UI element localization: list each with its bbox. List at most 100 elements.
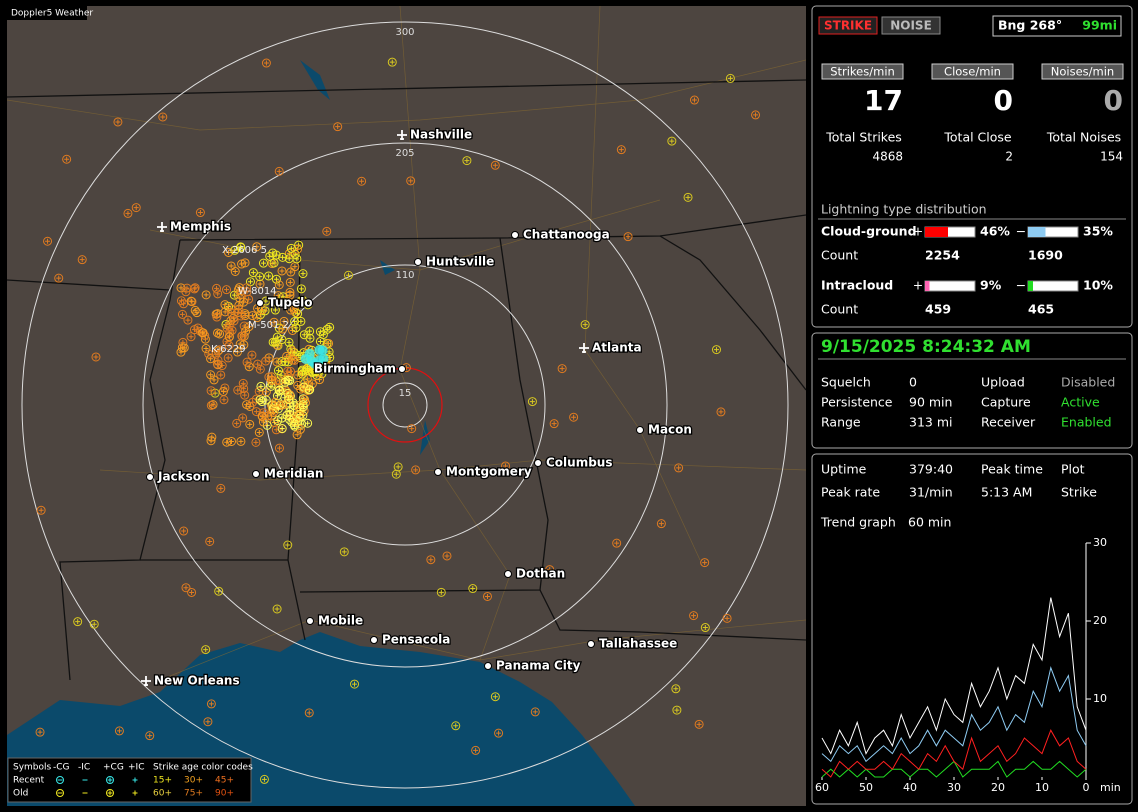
strike-symbol (233, 285, 243, 295)
stat: Plot (1061, 462, 1085, 477)
strike-symbol (257, 412, 267, 422)
bar-fill (1028, 227, 1046, 237)
strike-symbol (234, 283, 244, 293)
strike-symbol (253, 409, 259, 415)
strike-symbol (272, 399, 278, 405)
strike-symbol (278, 252, 288, 262)
strike-symbol (45, 238, 51, 244)
strike-symbol (201, 290, 211, 300)
strike-symbol (436, 587, 446, 597)
x-tick-label: 60 (815, 781, 829, 794)
strike-symbol (160, 114, 166, 120)
strike-symbol (243, 328, 249, 334)
strike-symbol (38, 507, 44, 513)
legend-symbol (106, 776, 114, 784)
strike-symbol (259, 774, 269, 784)
strike-symbol (352, 681, 358, 687)
strike-symbol (387, 57, 397, 67)
strike-symbol (286, 256, 292, 262)
strike-symbol (298, 286, 304, 292)
strike-symbol (212, 359, 222, 369)
city-dot (414, 258, 422, 266)
legend-symbol (56, 776, 64, 784)
x-unit: min (1100, 781, 1121, 794)
strike-symbol (233, 385, 243, 395)
strike-symbol (273, 299, 279, 305)
strike-symbol (304, 708, 314, 718)
city-label: Chattanooga (523, 228, 610, 242)
strike-symbol (217, 331, 223, 337)
y-tick-label: 10 (1093, 692, 1107, 705)
strike-symbol (616, 145, 626, 155)
strike-symbol (242, 287, 252, 297)
strike-symbol (203, 717, 213, 727)
strike-symbol (264, 353, 274, 363)
strike-symbol (276, 168, 282, 174)
strike-symbol (614, 540, 620, 546)
setting: Capture (981, 395, 1031, 410)
strike-symbol (189, 299, 195, 305)
city-label: Tupelo (268, 296, 313, 310)
strike-symbol (62, 154, 72, 164)
strike-symbol (275, 385, 285, 395)
strike-symbol (158, 112, 168, 122)
trend-line (821, 666, 1087, 763)
strike-symbol (359, 178, 365, 184)
city-dot (504, 570, 512, 578)
city-dot (434, 468, 442, 476)
legend-type: -IC (78, 763, 90, 773)
mode-label[interactable]: STRIKE (824, 19, 872, 33)
strike-symbol (304, 365, 310, 371)
strike-symbol (289, 348, 295, 354)
legend-age: 75+ (184, 789, 203, 799)
bar-fill (925, 281, 930, 291)
strike-symbol (238, 244, 244, 250)
strike-symbol (545, 565, 555, 575)
strike-symbol (250, 399, 256, 405)
city-dot (636, 426, 644, 434)
strike-symbol (181, 528, 187, 534)
strike-symbol (285, 390, 295, 400)
strike-symbol (471, 745, 481, 755)
strike-symbol (287, 279, 293, 285)
city-label: Jackson (157, 470, 210, 484)
strike-symbol (189, 589, 195, 595)
status-box (811, 332, 1133, 449)
mode-label[interactable]: NOISE (890, 19, 932, 33)
strike-symbol (215, 329, 225, 339)
x-tick-label: 30 (947, 781, 961, 794)
strike-symbol (145, 731, 155, 741)
strike-symbol (307, 387, 313, 393)
strike-symbol (280, 294, 286, 300)
trend-box (811, 453, 1133, 805)
strike-symbol (222, 437, 232, 447)
strike-label: K-6229 (211, 344, 246, 355)
x-tick-label: 20 (991, 781, 1005, 794)
city-label: Montgomery (446, 465, 532, 479)
strike-symbol (271, 274, 281, 284)
legend-symbol (107, 790, 113, 796)
mode-button[interactable] (818, 16, 878, 35)
strike-symbol (484, 593, 490, 599)
strike-symbol (267, 253, 273, 259)
strike-symbol (287, 292, 293, 298)
mode-button[interactable] (881, 16, 941, 35)
strike-symbol (389, 59, 395, 65)
strike-symbol (263, 389, 269, 395)
strike-symbol (339, 547, 349, 557)
strike-symbol (286, 243, 296, 253)
strike-symbol (301, 332, 307, 338)
strike-symbol (208, 438, 214, 444)
strike-symbol (183, 315, 193, 325)
strike-symbol (116, 728, 122, 734)
strike-symbol (211, 349, 221, 359)
strike-symbol (202, 332, 208, 338)
strike-symbol (727, 75, 733, 81)
strike-symbol (179, 311, 185, 317)
strike-symbol (357, 176, 367, 186)
strike-symbol (244, 322, 254, 332)
ring-label: 15 (399, 388, 412, 399)
strike-symbol (286, 366, 296, 376)
bar-track (1027, 280, 1079, 292)
